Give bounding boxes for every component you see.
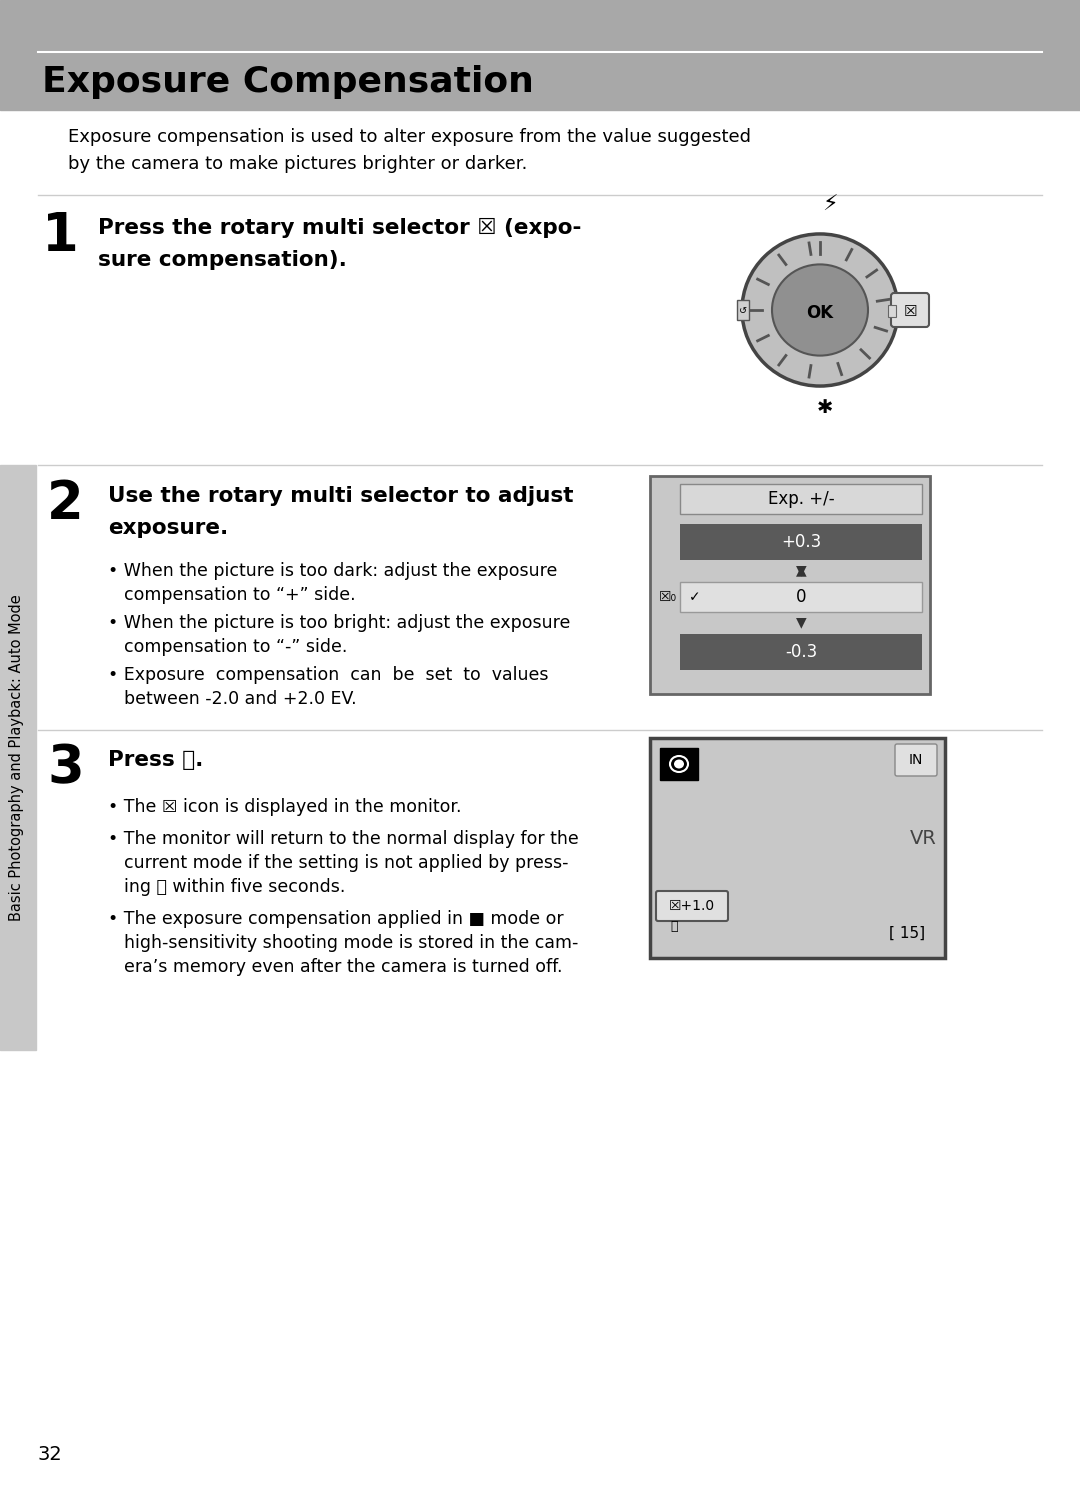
Text: ✱: ✱ <box>816 398 833 418</box>
Bar <box>650 739 945 958</box>
Text: OK: OK <box>807 305 834 322</box>
Text: • The exposure compensation applied in ■ mode or: • The exposure compensation applied in ■… <box>108 909 564 927</box>
Text: 2: 2 <box>48 478 84 531</box>
Text: by the camera to make pictures brighter or darker.: by the camera to make pictures brighter … <box>68 155 527 172</box>
Text: 32: 32 <box>38 1446 63 1465</box>
FancyBboxPatch shape <box>656 892 728 921</box>
Text: 1: 1 <box>42 210 79 262</box>
Text: • When the picture is too dark: adjust the exposure: • When the picture is too dark: adjust t… <box>108 562 557 580</box>
Bar <box>680 635 922 670</box>
Text: • The monitor will return to the normal display for the: • The monitor will return to the normal … <box>108 831 579 849</box>
Text: ⚡: ⚡ <box>822 195 838 215</box>
Bar <box>650 476 930 694</box>
Text: current mode if the setting is not applied by press-: current mode if the setting is not appli… <box>124 854 568 872</box>
Ellipse shape <box>772 265 868 355</box>
Bar <box>737 300 750 319</box>
Text: -0.3: -0.3 <box>785 643 818 661</box>
Text: ▼: ▼ <box>796 615 807 629</box>
Text: Exp. +/-: Exp. +/- <box>768 490 835 508</box>
Text: • Exposure  compensation  can  be  set  to  values: • Exposure compensation can be set to va… <box>108 666 549 684</box>
Text: ing ⒪ within five seconds.: ing ⒪ within five seconds. <box>124 878 346 896</box>
Text: Exposure compensation is used to alter exposure from the value suggested: Exposure compensation is used to alter e… <box>68 128 751 146</box>
Text: ▲: ▲ <box>796 563 807 577</box>
Text: ☒+1.0: ☒+1.0 <box>669 899 715 912</box>
Bar <box>680 484 922 514</box>
Text: Press the rotary multi selector ☒ (expo-: Press the rotary multi selector ☒ (expo- <box>98 218 581 238</box>
Bar <box>680 525 922 560</box>
Text: • The ☒ icon is displayed in the monitor.: • The ☒ icon is displayed in the monitor… <box>108 798 461 816</box>
Ellipse shape <box>674 759 684 768</box>
Text: [ 15]: [ 15] <box>889 926 926 941</box>
Text: era’s memory even after the camera is turned off.: era’s memory even after the camera is tu… <box>124 958 563 976</box>
Text: ✓: ✓ <box>689 590 701 603</box>
Text: Basic Photography and Playback: Auto Mode: Basic Photography and Playback: Auto Mod… <box>10 594 25 921</box>
Text: 3: 3 <box>48 742 84 794</box>
FancyBboxPatch shape <box>895 744 937 776</box>
Ellipse shape <box>670 756 688 773</box>
Text: Exposure Compensation: Exposure Compensation <box>42 65 534 100</box>
Ellipse shape <box>742 233 897 386</box>
Text: VR: VR <box>909 829 936 847</box>
Text: between -2.0 and +2.0 EV.: between -2.0 and +2.0 EV. <box>124 690 356 707</box>
Text: compensation to “+” side.: compensation to “+” side. <box>124 585 355 603</box>
Text: IN: IN <box>908 753 923 767</box>
Text: ☒: ☒ <box>903 303 917 318</box>
Text: Use the rotary multi selector to adjust: Use the rotary multi selector to adjust <box>108 486 573 507</box>
Text: ☒₀: ☒₀ <box>659 590 677 603</box>
Text: ▼: ▼ <box>796 563 807 577</box>
Text: ↺: ↺ <box>739 306 747 317</box>
Text: exposure.: exposure. <box>108 519 228 538</box>
Text: high-sensitivity shooting mode is stored in the cam-: high-sensitivity shooting mode is stored… <box>124 935 579 953</box>
Bar <box>0 0 1080 110</box>
Text: +0.3: +0.3 <box>781 533 821 551</box>
Bar <box>660 747 698 780</box>
Text: 0: 0 <box>796 588 807 606</box>
Bar <box>680 583 922 612</box>
Text: compensation to “-” side.: compensation to “-” side. <box>124 637 348 655</box>
Bar <box>888 305 896 317</box>
Text: ⌚: ⌚ <box>671 920 678 933</box>
Text: sure compensation).: sure compensation). <box>98 250 347 270</box>
Text: Press ⒪.: Press ⒪. <box>108 750 203 770</box>
FancyBboxPatch shape <box>891 293 929 327</box>
Bar <box>0 465 36 1051</box>
Text: • When the picture is too bright: adjust the exposure: • When the picture is too bright: adjust… <box>108 614 570 632</box>
